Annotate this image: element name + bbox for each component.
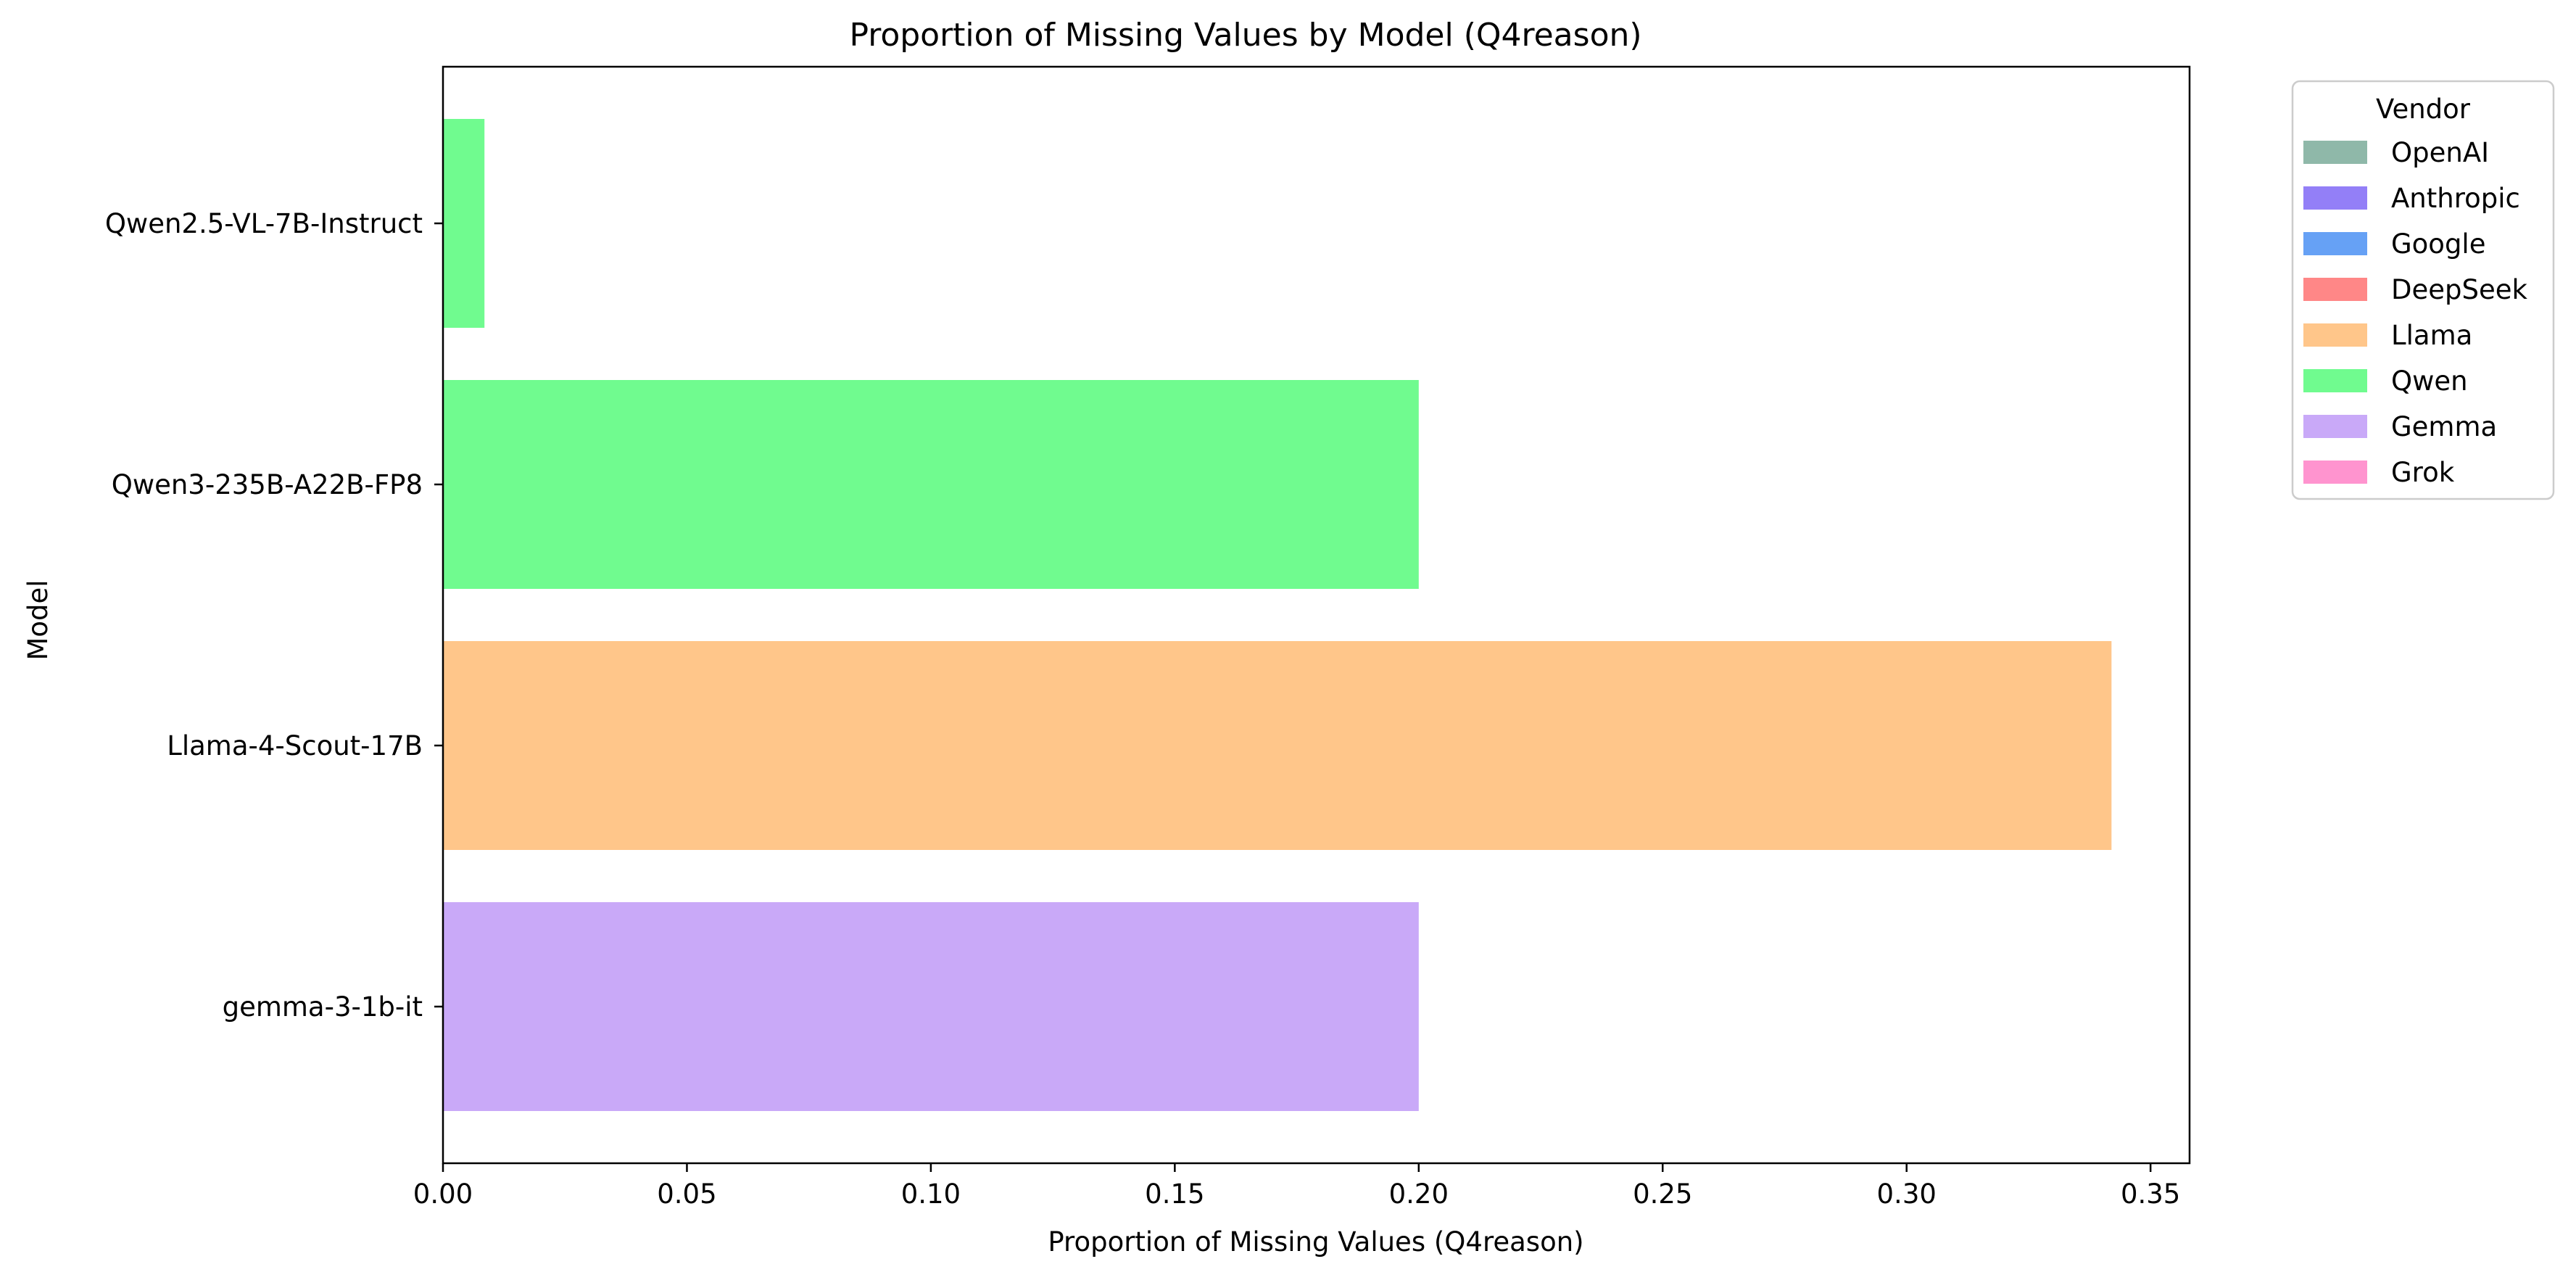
bar-qwen2-5-vl-7b-instruct — [443, 119, 485, 328]
plot-frame — [442, 65, 2191, 1165]
bar-qwen3-235b-a22b-fp8 — [443, 380, 1419, 589]
legend: Vendor OpenAI Anthropic Google DeepSeek Llam… — [2291, 80, 2555, 500]
y-tick-label: Llama-4-Scout-17B — [167, 730, 423, 761]
y-tick-label: Qwen2.5-VL-7B-Instruct — [105, 208, 423, 239]
x-tick-label: 0.00 — [413, 1178, 473, 1210]
legend-label-qwen: Qwen — [2391, 366, 2468, 397]
x-axis-label: Proportion of Missing Values (Q4reason) — [1048, 1226, 1583, 1258]
legend-title: Vendor — [2376, 94, 2471, 125]
legend-swatch-gemma — [2303, 415, 2367, 438]
chart-title: Proportion of Missing Values by Model (Q… — [849, 17, 1641, 54]
legend-label-openai: OpenAI — [2391, 137, 2489, 168]
legend-label-llama: Llama — [2391, 320, 2472, 351]
legend-label-anthropic: Anthropic — [2391, 183, 2520, 214]
x-tick-label: 0.20 — [1389, 1178, 1449, 1210]
x-tick-label: 0.35 — [2121, 1178, 2180, 1210]
bars-layer — [443, 119, 2112, 1111]
legend-swatch-google — [2303, 232, 2367, 255]
legend-box — [2291, 80, 2555, 500]
legend-swatch-deepseek — [2303, 278, 2367, 301]
x-tick-label: 0.30 — [1877, 1178, 1937, 1210]
legend-label-google: Google — [2391, 228, 2485, 260]
legend-swatch-qwen — [2303, 369, 2367, 392]
x-tick-label: 0.10 — [901, 1178, 961, 1210]
x-tick-label: 0.05 — [657, 1178, 716, 1210]
y-axis-ticks: Qwen2.5-VL-7B-Instruct Qwen3-235B-A22B-FP… — [105, 208, 443, 1023]
bar-gemma-3-1b-it — [443, 902, 1419, 1111]
y-tick-label: gemma-3-1b-it — [223, 991, 423, 1023]
legend-label-deepseek: DeepSeek — [2391, 274, 2528, 305]
legend-label-gemma: Gemma — [2391, 411, 2497, 442]
legend-swatch-grok — [2303, 461, 2367, 484]
y-axis-label: Model — [22, 579, 54, 660]
y-tick-label: Qwen3-235B-A22B-FP8 — [112, 469, 423, 500]
bar-llama-4-scout-17b — [443, 641, 2112, 850]
x-tick-label: 0.25 — [1633, 1178, 1692, 1210]
x-tick-label: 0.15 — [1145, 1178, 1204, 1210]
x-axis-ticks: 0.00 0.05 0.10 0.15 0.20 0.25 0.30 0.35 — [413, 1163, 2180, 1210]
legend-entries: OpenAI Anthropic Google DeepSeek Llama Qwen Ge… — [2303, 137, 2528, 488]
legend-swatch-anthropic — [2303, 186, 2367, 210]
legend-label-grok: Grok — [2391, 457, 2455, 488]
legend-swatch-llama — [2303, 323, 2367, 347]
legend-swatch-openai — [2303, 141, 2367, 164]
